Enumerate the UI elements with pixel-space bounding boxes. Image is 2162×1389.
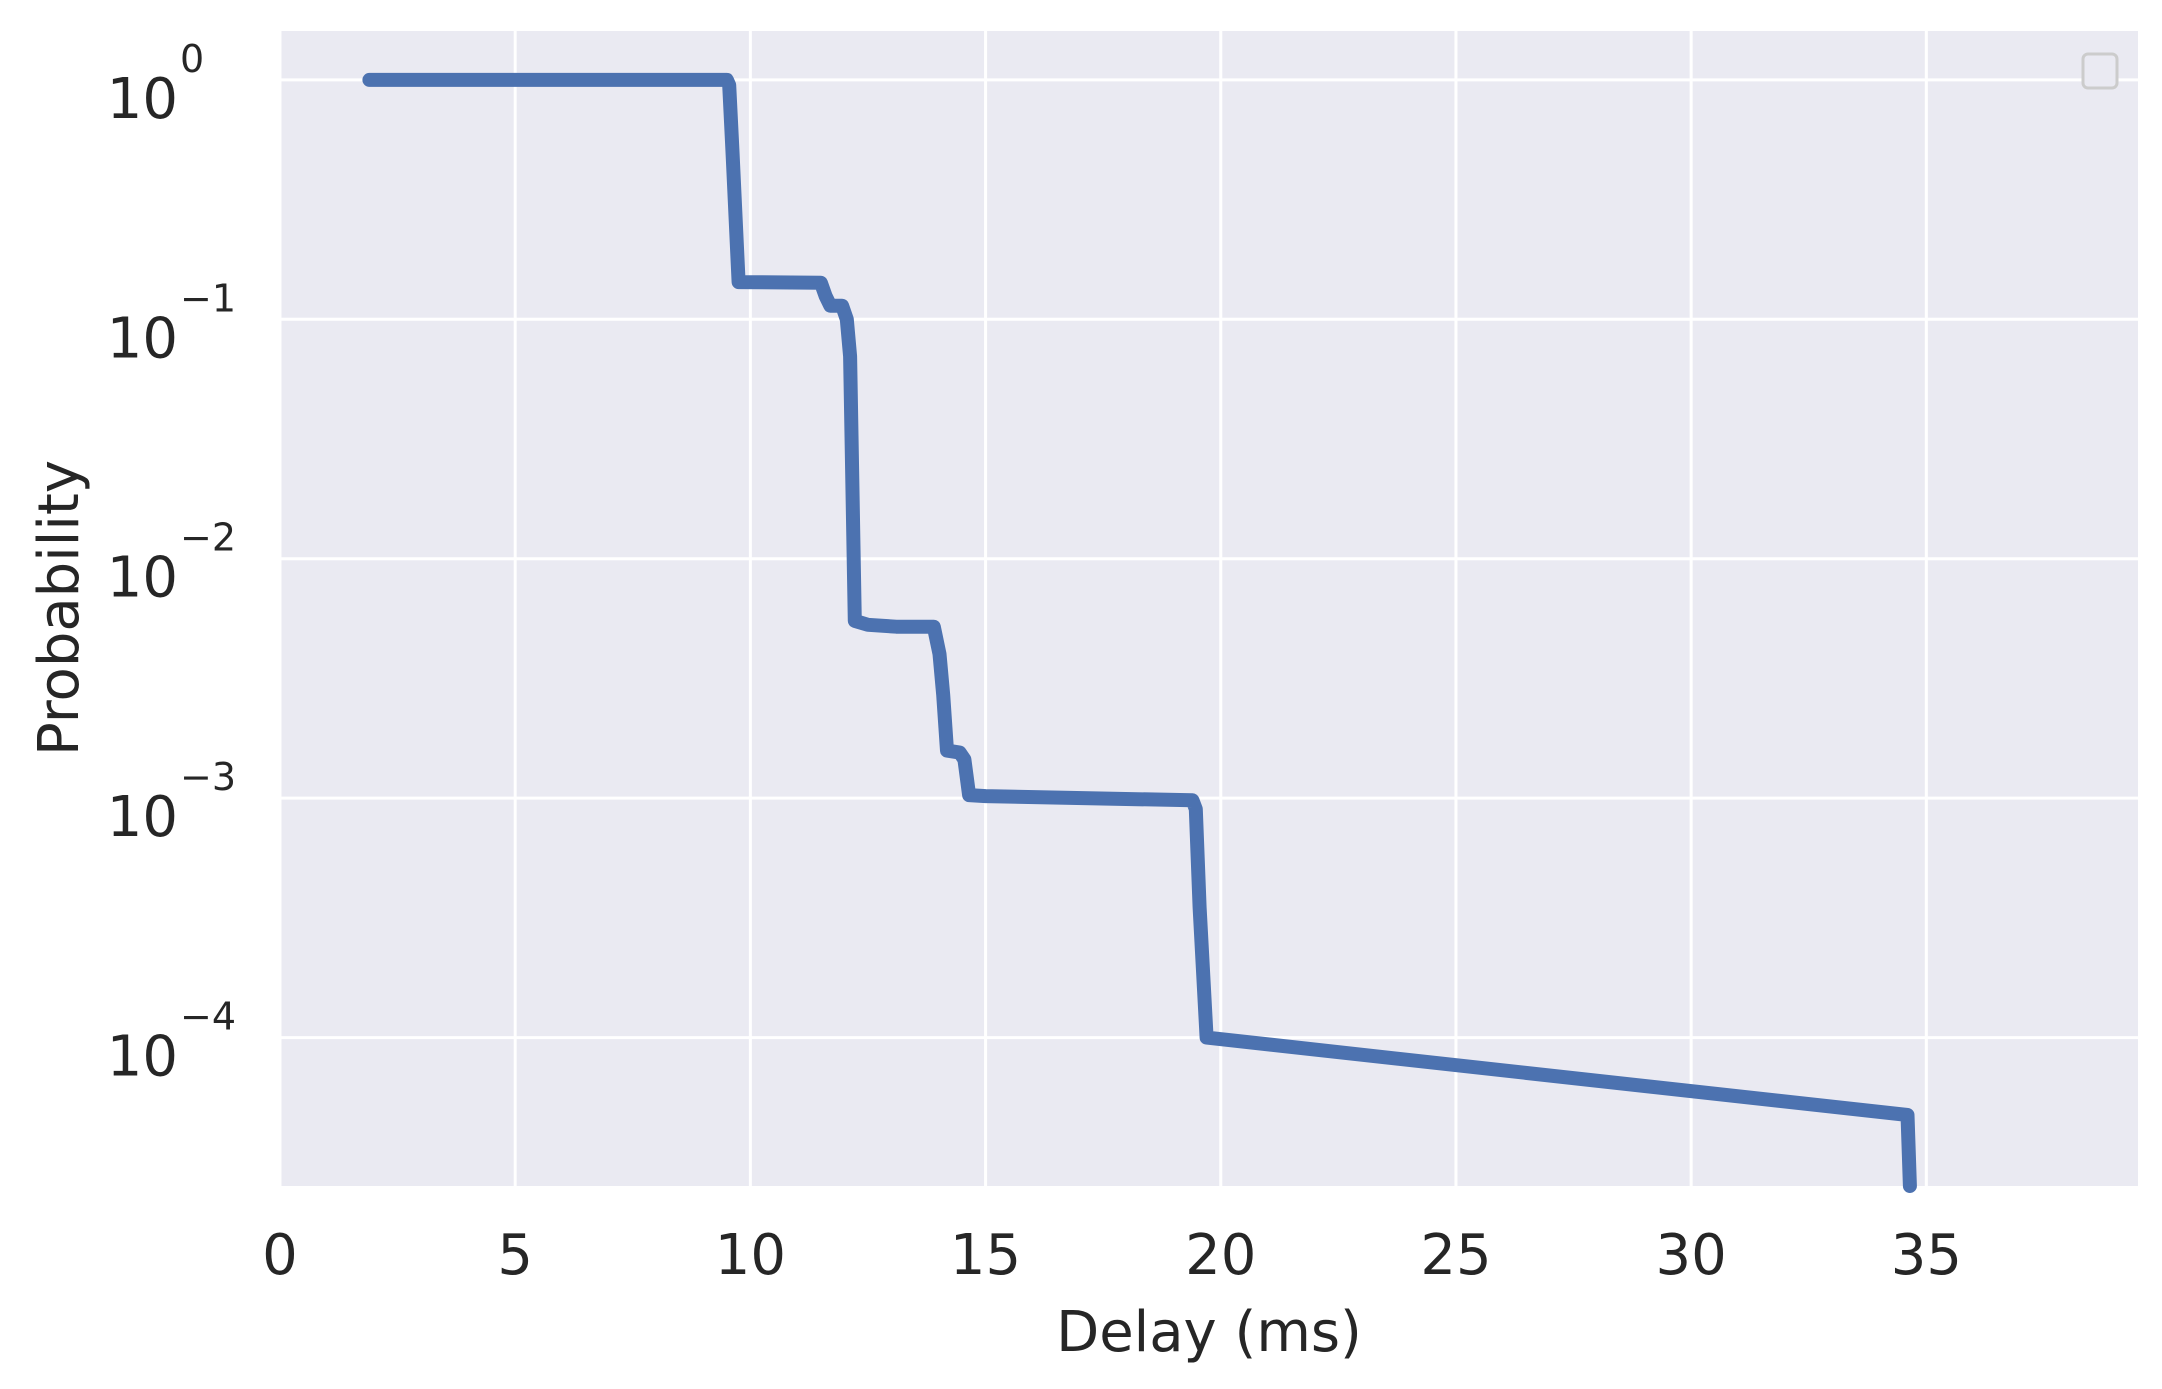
- y-tick-label: 100: [107, 37, 204, 132]
- y-axis-label: Probability: [27, 460, 92, 756]
- y-tick-exponent: −1: [180, 276, 236, 320]
- x-tick-label: 5: [497, 1223, 533, 1288]
- x-tick-labels: 0 5 10 15 20 25 30 35: [262, 1223, 1962, 1288]
- y-tick-base: 10: [107, 785, 178, 850]
- y-tick-exponent: −2: [180, 516, 236, 560]
- y-tick-base: 10: [107, 67, 178, 132]
- x-tick-label: 25: [1420, 1223, 1491, 1288]
- y-tick-label: 10−3: [107, 755, 236, 850]
- y-tick-exponent: −3: [180, 755, 236, 799]
- y-tick-base: 10: [107, 306, 178, 371]
- y-tick-label: 10−2: [107, 516, 236, 611]
- x-tick-label: 20: [1185, 1223, 1256, 1288]
- x-tick-label: 15: [950, 1223, 1021, 1288]
- y-tick-label: 10−4: [107, 995, 236, 1090]
- x-tick-label: 10: [715, 1223, 786, 1288]
- y-tick-exponent: −4: [180, 995, 236, 1039]
- y-tick-exponent: 0: [180, 37, 204, 81]
- x-tick-label: 35: [1891, 1223, 1962, 1288]
- series-line: [362, 72, 1917, 1193]
- y-tick-base: 10: [107, 546, 178, 611]
- y-tick-label: 10−1: [107, 276, 236, 371]
- x-tick-label: 30: [1656, 1223, 1727, 1288]
- series-lines: [362, 72, 1917, 1193]
- y-tick-base: 10: [107, 1025, 178, 1090]
- x-axis-label: Delay (ms): [1056, 1300, 1362, 1365]
- legend-box: [2081, 52, 2119, 90]
- x-tick-label: 0: [262, 1223, 298, 1288]
